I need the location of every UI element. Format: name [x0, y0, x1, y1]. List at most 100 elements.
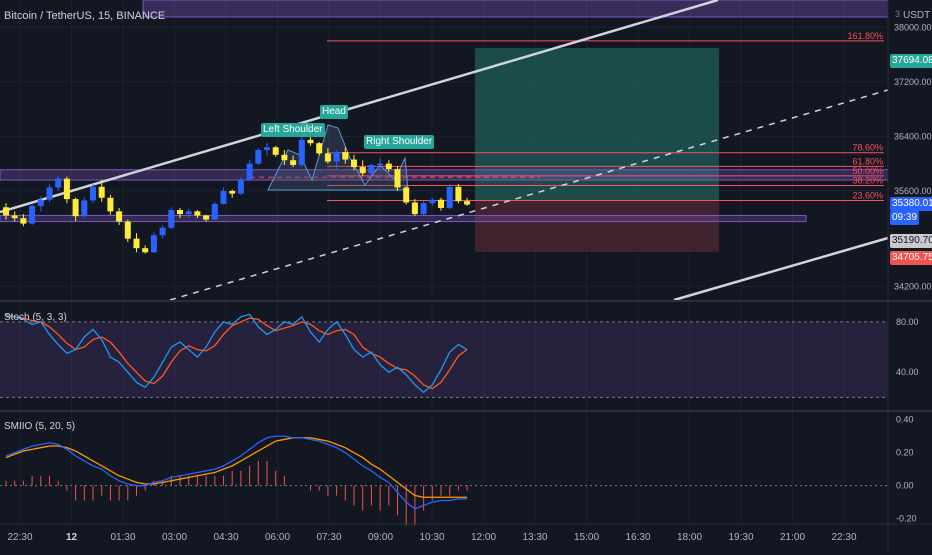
fib-label: 78.60%: [852, 143, 883, 153]
fib-label: 38.20%: [852, 175, 883, 185]
smiio-main-line: [5, 435, 468, 510]
top-zone-box: [142, 0, 889, 18]
candle-body: [342, 152, 349, 160]
price-tick-label: 37200.00: [894, 77, 932, 87]
fib-label: 23.60%: [852, 190, 883, 200]
time-tick-label: 18:00: [677, 532, 702, 543]
candle-body: [81, 200, 88, 217]
price-tick-label: 34200.00: [894, 281, 932, 291]
candle-body: [351, 159, 357, 168]
stoch-tick-label: 40.00: [896, 367, 919, 377]
candle-body: [264, 147, 270, 150]
smiio-tick-label: 0.40: [896, 415, 914, 425]
time-tick-label: 22:30: [7, 532, 32, 543]
stoch-d-line: [6, 316, 468, 390]
candle-body: [133, 238, 140, 249]
candle-body: [98, 186, 105, 198]
candle-body: [37, 199, 44, 206]
resistance-zone: [0, 169, 889, 181]
price-tag-stop: 34705.75: [890, 251, 932, 265]
symbol-title[interactable]: Bitcoin / TetherUS, 15, BINANCE: [4, 10, 166, 22]
candle-body: [411, 202, 418, 215]
fib-label: 61.80%: [852, 156, 883, 166]
price-tick-label: 36400.00: [894, 131, 932, 141]
candle-body: [420, 203, 427, 215]
time-tick-label: 12: [66, 532, 78, 543]
smiio-signal-line: [5, 437, 468, 498]
time-tick-label: 16:30: [625, 532, 650, 543]
candle-body: [211, 203, 218, 220]
candle-body: [438, 199, 444, 208]
candle-body: [272, 147, 279, 155]
candle-body: [464, 201, 471, 205]
candle-body: [385, 163, 392, 170]
time-tick-label: 04:30: [213, 532, 238, 543]
channel-mid-line: [169, 89, 889, 301]
candle-body: [455, 186, 462, 202]
candle-body: [429, 199, 436, 204]
time-tick-label: 12:00: [471, 532, 496, 543]
smiio-title[interactable]: SMIIO (5, 20, 5): [4, 421, 76, 432]
candle-body: [185, 211, 192, 215]
price-tick-label: 38000.00: [894, 22, 932, 32]
currency-label[interactable]: USDT: [903, 10, 931, 21]
candle-body: [63, 178, 70, 200]
candle-body: [229, 190, 236, 194]
candle-body: [107, 197, 114, 212]
time-tick-label: 13:30: [522, 532, 547, 543]
support-zone: [0, 214, 807, 223]
currency-marker: 3: [895, 9, 901, 19]
price-tag-current: 35380.01: [890, 197, 932, 211]
price-tick-label: 35600.00: [894, 186, 932, 196]
price-tag-target: 37694.08: [890, 54, 932, 68]
grid-layer: [0, 0, 888, 522]
candle-body: [168, 210, 175, 228]
candle-body: [394, 169, 401, 188]
channel-upper-line: [0, 0, 719, 214]
candle-body: [142, 248, 149, 253]
candle-body: [220, 190, 227, 204]
candle-body: [377, 163, 384, 165]
stoch-title[interactable]: Stoch (5, 3, 3): [4, 312, 67, 323]
time-tick-label: 19:30: [728, 532, 753, 543]
indicator-layer: [0, 313, 888, 526]
candle-body: [20, 218, 27, 224]
time-tick-label: 21:00: [780, 532, 805, 543]
time-tick-label: 03:00: [162, 532, 187, 543]
smiio-tick-label: 0.20: [896, 448, 914, 458]
candle-body: [446, 186, 453, 208]
candle-body: [333, 152, 340, 162]
time-tick-label: 07:30: [316, 532, 341, 543]
candle-body: [90, 186, 96, 201]
smiio-tick-label: 0.00: [896, 481, 914, 491]
label-left-shoulder[interactable]: Left Shoulder: [261, 123, 325, 137]
price-tag-level: 35190.70: [890, 234, 932, 248]
stoch-band: [0, 321, 888, 398]
candle-body: [359, 167, 366, 174]
label-right-shoulder[interactable]: Right Shoulder: [364, 135, 435, 149]
candle-body: [255, 150, 262, 164]
candle-body: [298, 139, 305, 165]
time-tick-label: 01:30: [110, 532, 135, 543]
candle-body: [324, 153, 331, 162]
candle-body: [290, 160, 297, 165]
candle-body: [316, 143, 323, 154]
price-tag-timer: 09:39: [890, 211, 920, 225]
candle-body: [55, 178, 62, 188]
candle-body: [46, 187, 53, 200]
candle-body: [29, 205, 36, 224]
label-head[interactable]: Head: [320, 105, 348, 119]
candle-body: [237, 180, 244, 194]
candle-body: [116, 211, 123, 222]
candle-body: [3, 207, 9, 216]
stop-zone: [475, 200, 719, 252]
candle-body: [368, 165, 375, 174]
time-tick-label: 22:30: [831, 532, 856, 543]
fib-label: 161.80%: [847, 31, 883, 41]
candle-layer: [3, 135, 471, 254]
candle-body: [72, 199, 79, 217]
fib-label: 50.00%: [852, 166, 883, 176]
